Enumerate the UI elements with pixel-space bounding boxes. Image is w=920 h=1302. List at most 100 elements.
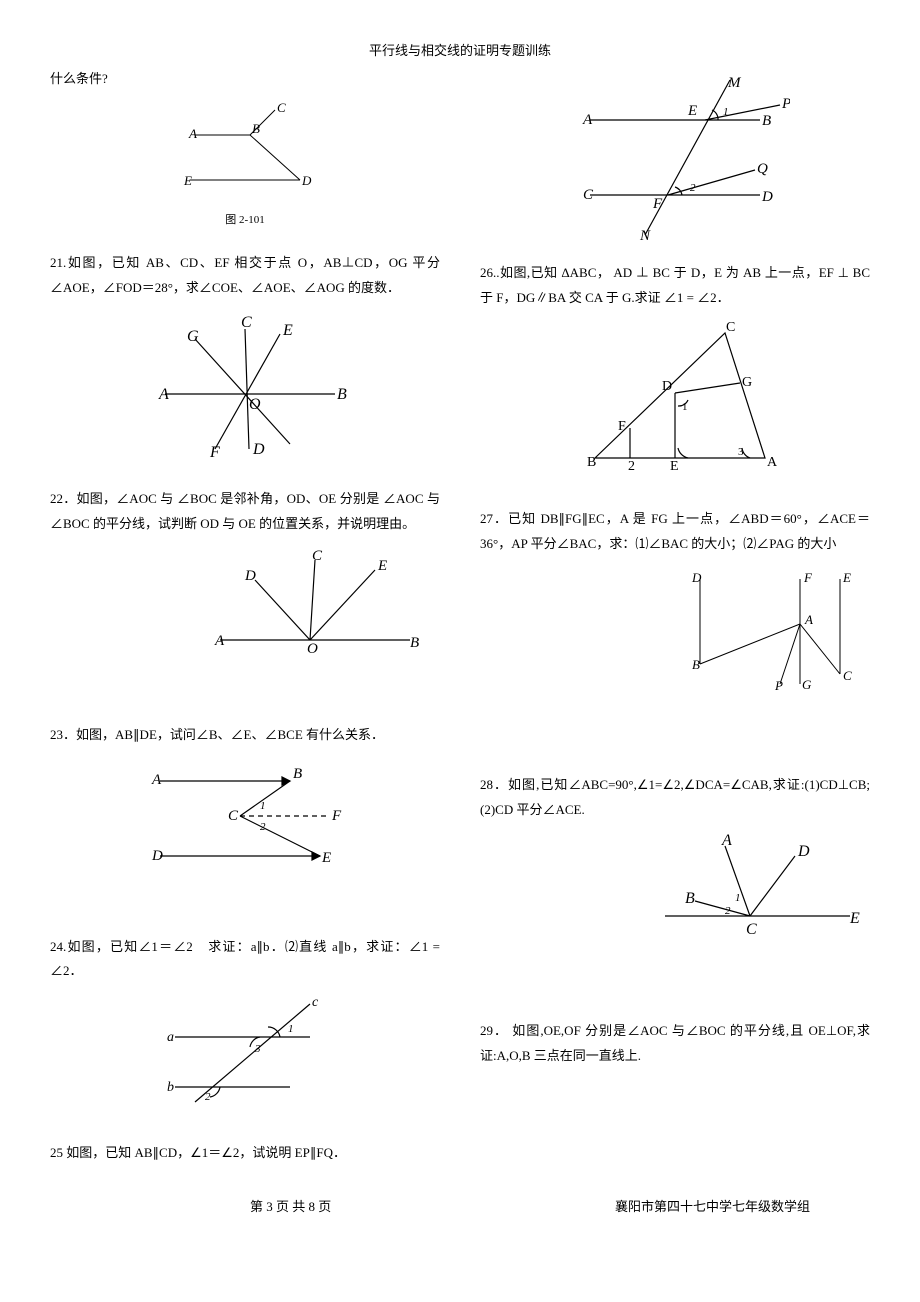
svg-text:A: A — [214, 633, 225, 649]
svg-text:C: C — [228, 808, 239, 824]
svg-text:E: E — [321, 850, 331, 866]
figure-24: a b c 1 3 2 — [50, 992, 440, 1121]
svg-text:1: 1 — [288, 1023, 294, 1035]
svg-text:3: 3 — [254, 1043, 261, 1055]
svg-text:Q: Q — [757, 161, 768, 177]
q26-text: 26..如图,已知 ΔABC， AD ⊥ BC 于 D，E 为 AB 上一点，E… — [480, 261, 870, 310]
problem-26: 26..如图,已知 ΔABC， AD ⊥ BC 于 D，E 为 AB 上一点，E… — [480, 261, 870, 487]
figure-22: A B O D C E — [50, 545, 440, 664]
fig27-svg: D B F E A C G P — [680, 564, 860, 694]
columns: 什么条件? A B C D E — [50, 67, 870, 1186]
svg-text:D: D — [301, 173, 312, 188]
svg-text:B: B — [685, 890, 695, 907]
svg-text:C: C — [312, 548, 323, 564]
left-column: 什么条件? A B C D E — [50, 67, 440, 1186]
fig20-svg: A B C D E — [160, 100, 330, 200]
figure-25: A B C D E F M N P Q 1 2 — [480, 75, 870, 249]
svg-text:D: D — [151, 848, 163, 864]
svg-text:B: B — [252, 121, 260, 136]
q28-text: 28．如图,已知∠ABC=90°,∠1=∠2,∠DCA=∠CAB,求证:(1)C… — [480, 773, 870, 822]
spacer — [50, 683, 440, 723]
q29-text: 29． 如图,OE,OF 分别是∠AOC 与∠BOC 的平分线,且 OE⊥OF,… — [480, 1019, 870, 1068]
school-name: 襄阳市第四十七中学七年级数学组 — [615, 1196, 810, 1215]
problem-23: 23．如图，AB∥DE，试问∠B、∠E、∠BCE 有什么关系． A — [50, 723, 440, 884]
fig24-svg: a b c 1 3 2 — [155, 992, 335, 1112]
figure-23: A B C D E F 1 2 — [50, 756, 440, 885]
svg-text:c: c — [312, 995, 319, 1010]
svg-text:A: A — [804, 612, 813, 627]
q21-text: 21.如图，已知 AB、CD、EF 相交于点 O，AB⊥CD，OG 平分∠AOE… — [50, 251, 440, 300]
svg-text:D: D — [761, 189, 773, 205]
problem-28: 28．如图,已知∠ABC=90°,∠1=∠2,∠DCA=∠CAB,求证:(1)C… — [480, 773, 870, 959]
figure-21: A B C D E F G O — [50, 309, 440, 468]
svg-text:A: A — [188, 126, 197, 141]
spacer — [50, 905, 440, 935]
q20-text: 什么条件? — [50, 67, 440, 92]
svg-text:F: F — [331, 808, 342, 824]
problem-22: 22．如图，∠AOC 与 ∠BOC 是邻补角，OD、OE 分别是 ∠AOC 与 … — [50, 487, 440, 663]
svg-text:2: 2 — [725, 905, 731, 917]
figure-20: A B C D E 图 2-101 — [50, 100, 440, 232]
svg-text:C: C — [746, 921, 757, 938]
problem-21: 21.如图，已知 AB、CD、EF 相交于点 O，AB⊥CD，OG 平分∠AOE… — [50, 251, 440, 467]
svg-text:C: C — [583, 187, 594, 203]
fig21-svg: A B C D E F G O — [135, 309, 355, 459]
problem-25: 25 如图，已知 AB∥CD，∠1＝∠2，试说明 EP∥FQ． — [50, 1141, 440, 1166]
problem-20-tail: 什么条件? A B C D E — [50, 67, 440, 231]
svg-text:B: B — [410, 635, 419, 651]
fig23-svg: A B C D E F 1 2 — [130, 756, 360, 876]
svg-text:1: 1 — [260, 800, 266, 812]
q23-text: 23．如图，AB∥DE，试问∠B、∠E、∠BCE 有什么关系． — [50, 723, 440, 748]
svg-text:F: F — [618, 419, 626, 434]
problem-29: 29． 如图,OE,OF 分别是∠AOC 与∠BOC 的平分线,且 OE⊥OF,… — [480, 1019, 870, 1068]
svg-text:C: C — [277, 100, 286, 115]
svg-text:A: A — [151, 772, 162, 788]
svg-text:E: E — [687, 103, 697, 119]
fig22-svg: A B O D C E — [200, 545, 420, 655]
svg-text:M: M — [727, 75, 742, 91]
svg-text:E: E — [842, 570, 851, 585]
svg-text:N: N — [639, 228, 651, 244]
svg-text:2: 2 — [690, 182, 696, 194]
header-title: 平行线与相交线的证明专题训练 — [50, 40, 870, 59]
q24-text: 24.如图，已知∠1＝∠2 求证：a∥b．⑵直线 a∥b，求证：∠1 = ∠2． — [50, 935, 440, 984]
fig26-svg: B A C D G F 2 E 3 1 — [570, 318, 780, 478]
svg-text:E: E — [282, 322, 293, 339]
svg-text:P: P — [774, 678, 783, 693]
figure-28: A B C D E 1 2 — [480, 831, 870, 960]
svg-text:F: F — [803, 570, 813, 585]
q27-text: 27．已知 DB∥FG∥EC，A 是 FG 上一点，∠ABD＝60°，∠ACE＝… — [480, 507, 870, 556]
svg-text:D: D — [252, 441, 265, 458]
svg-text:A: A — [721, 832, 732, 849]
svg-text:P: P — [781, 96, 790, 112]
q25-text: 25 如图，已知 AB∥CD，∠1＝∠2，试说明 EP∥FQ． — [50, 1141, 440, 1166]
svg-text:B: B — [692, 657, 700, 672]
fig25-svg: A B C D E F M N P Q 1 2 — [560, 75, 790, 245]
page-number: 第 3 页 共 8 页 — [250, 1196, 331, 1215]
svg-text:B: B — [293, 766, 302, 782]
svg-text:A: A — [582, 112, 593, 128]
page: 平行线与相交线的证明专题训练 什么条件? A B C — [0, 0, 920, 1235]
svg-text:B: B — [762, 113, 771, 129]
svg-text:F: F — [652, 196, 663, 212]
problem-27: 27．已知 DB∥FG∥EC，A 是 FG 上一点，∠ABD＝60°，∠ACE＝… — [480, 507, 870, 703]
svg-text:B: B — [337, 386, 347, 403]
svg-text:D: D — [662, 379, 672, 394]
svg-text:E: E — [183, 173, 192, 188]
svg-text:B: B — [587, 455, 596, 470]
right-column: A B C D E F M N P Q 1 2 — [480, 67, 870, 1186]
svg-text:a: a — [167, 1030, 174, 1045]
svg-text:F: F — [209, 444, 220, 459]
problem-24: 24.如图，已知∠1＝∠2 求证：a∥b．⑵直线 a∥b，求证：∠1 = ∠2．… — [50, 935, 440, 1121]
svg-text:C: C — [241, 314, 252, 331]
spacer — [480, 979, 870, 1019]
svg-text:2: 2 — [628, 459, 635, 474]
svg-text:1: 1 — [735, 892, 741, 904]
svg-text:C: C — [843, 668, 852, 683]
spacer — [480, 723, 870, 773]
svg-text:E: E — [377, 558, 387, 574]
svg-text:G: G — [802, 677, 812, 692]
svg-text:D: D — [797, 843, 810, 860]
svg-text:2: 2 — [260, 821, 266, 833]
svg-text:D: D — [691, 570, 702, 585]
